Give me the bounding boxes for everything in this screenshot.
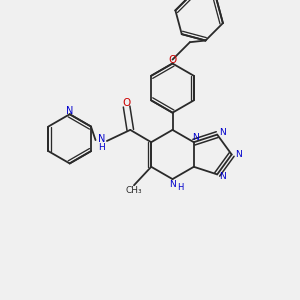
Text: O: O <box>122 98 131 108</box>
Text: H: H <box>98 143 105 152</box>
Text: O: O <box>168 55 177 64</box>
Text: H: H <box>177 183 184 192</box>
Text: N: N <box>66 106 74 116</box>
Text: N: N <box>169 180 176 189</box>
Text: CH₃: CH₃ <box>126 186 142 195</box>
Text: N: N <box>219 172 226 181</box>
Text: N: N <box>192 134 198 142</box>
Text: N: N <box>98 134 105 145</box>
Text: N: N <box>235 150 242 159</box>
Text: N: N <box>219 128 226 137</box>
